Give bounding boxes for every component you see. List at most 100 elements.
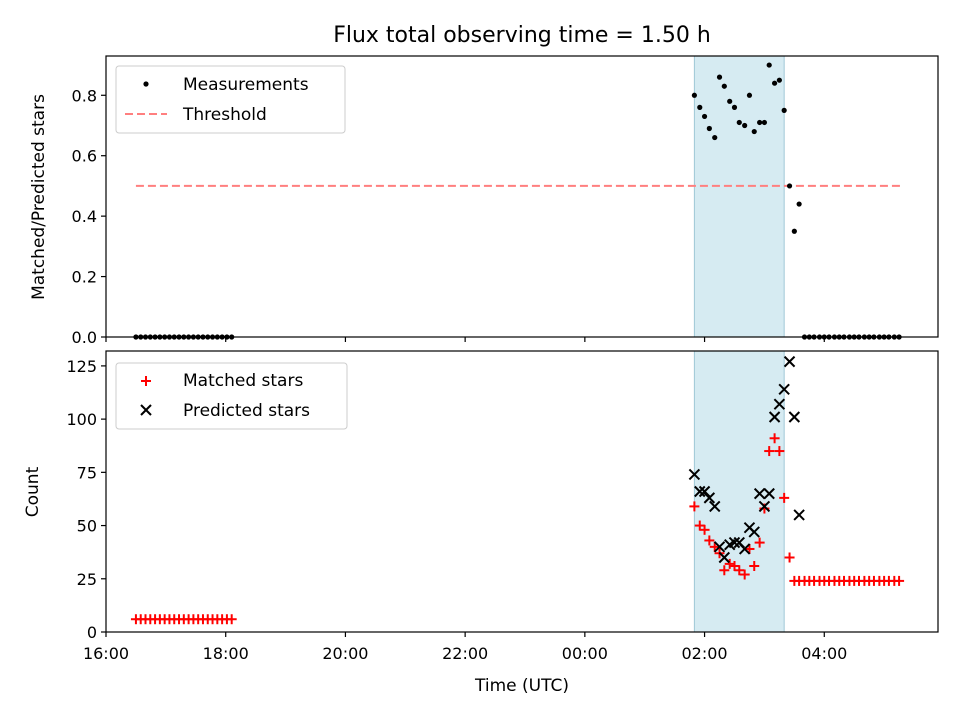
predicted-star-marker bbox=[694, 485, 706, 498]
bottom-axes-frame bbox=[105, 350, 939, 633]
predicted-star-marker bbox=[748, 526, 760, 538]
predicted-star-marker bbox=[753, 487, 766, 500]
predicted-star-marker bbox=[783, 355, 796, 368]
top-y-tick-label: 0.4 bbox=[72, 207, 97, 226]
top-legend: Measurements Threshold bbox=[115, 65, 346, 134]
matched-star-marker bbox=[689, 501, 700, 512]
predicted-star-marker bbox=[688, 468, 701, 481]
predicted-star-marker bbox=[788, 411, 801, 423]
measurement-point bbox=[791, 228, 797, 234]
predicted-star-marker bbox=[703, 492, 716, 504]
chart-title: Flux total observing time = 1.50 h bbox=[333, 23, 711, 48]
measurement-point bbox=[751, 128, 757, 135]
top-y-tick-label: 0.6 bbox=[72, 147, 97, 166]
matched-star-marker bbox=[699, 524, 710, 535]
matched-star-marker bbox=[894, 575, 905, 586]
legend-predicted-label: Predicted stars bbox=[183, 401, 310, 421]
measurement-point bbox=[716, 74, 723, 80]
bottom-x-tick-label: 02:00 bbox=[682, 644, 728, 663]
legend-matched-label: Matched stars bbox=[183, 371, 303, 391]
measurement-point bbox=[712, 134, 718, 141]
top-legend-box bbox=[115, 65, 346, 134]
bottom-y-tick-label: 125 bbox=[66, 357, 97, 376]
matched-star-marker bbox=[784, 552, 795, 563]
predicted-star-marker bbox=[758, 500, 771, 513]
matched-star-marker bbox=[779, 492, 790, 503]
matched-star-marker bbox=[764, 446, 775, 457]
measurement-point bbox=[697, 104, 703, 110]
bottom-x-tick-label: 22:00 bbox=[442, 644, 488, 663]
matched-star-marker bbox=[709, 541, 720, 552]
legend-measurements-label: Measurements bbox=[183, 75, 309, 95]
matched-star-marker bbox=[719, 565, 730, 576]
legend-predicted-marker bbox=[140, 404, 152, 416]
bottom-y-tick-label: 50 bbox=[77, 517, 97, 536]
measurement-point bbox=[796, 201, 802, 207]
legend-threshold-label: Threshold bbox=[182, 105, 267, 125]
matched-star-marker bbox=[704, 535, 715, 546]
bottom-x-ticks: 16:00 18:00 20:00 22:00 00:00 02:00 04:00 bbox=[83, 632, 847, 663]
predicted-star-marker bbox=[768, 411, 781, 423]
legend-measurements-marker bbox=[143, 81, 149, 87]
measurement-point bbox=[742, 122, 748, 129]
bottom-y-tick-label: 75 bbox=[77, 463, 97, 482]
measurement-point bbox=[736, 119, 742, 126]
matched-star-marker bbox=[739, 569, 750, 580]
bottom-legend: Matched stars Predicted stars bbox=[115, 362, 348, 430]
matched-star-marker bbox=[724, 558, 735, 569]
measurement-point bbox=[731, 104, 738, 110]
top-y-axis-label: Matched/Predicted stars bbox=[29, 94, 49, 300]
matched-star-marker bbox=[769, 433, 780, 444]
bottom-observing-span bbox=[693, 350, 785, 633]
measurement-point bbox=[706, 125, 712, 132]
predicted-star-marker bbox=[709, 500, 721, 513]
top-x-ticks bbox=[105, 337, 825, 342]
measurement-point bbox=[701, 113, 708, 120]
top-panel: 0.0 0.2 0.4 0.6 0.8 Flux total observing tim… bbox=[29, 23, 939, 347]
bottom-legend-box bbox=[115, 362, 348, 430]
bottom-x-tick-label: 18:00 bbox=[203, 644, 249, 663]
measurement-point bbox=[786, 183, 793, 189]
predicted-star-marker bbox=[728, 536, 741, 549]
measurement-point bbox=[761, 119, 768, 126]
predicted-stars-points bbox=[688, 355, 805, 564]
predicted-star-marker bbox=[793, 509, 805, 521]
predicted-star-marker bbox=[738, 543, 751, 555]
measurement-point bbox=[721, 83, 727, 89]
measurement-point bbox=[757, 119, 763, 126]
measurement-point bbox=[691, 92, 697, 98]
bottom-x-tick-label: 20:00 bbox=[322, 644, 368, 663]
predicted-star-marker bbox=[698, 485, 711, 498]
top-y-tick-label: 0.8 bbox=[72, 86, 97, 105]
top-y-tick-label: 0.2 bbox=[72, 268, 97, 287]
matched-star-marker bbox=[744, 543, 755, 554]
measurement-point bbox=[771, 80, 778, 86]
predicted-star-marker bbox=[778, 383, 790, 396]
matched-stars-points bbox=[130, 433, 905, 625]
predicted-star-marker bbox=[713, 541, 726, 553]
predicted-star-marker bbox=[763, 487, 775, 500]
bottom-y-tick-label: 100 bbox=[66, 410, 97, 429]
measurement-point bbox=[746, 92, 753, 98]
measurement-point bbox=[766, 62, 772, 68]
top-y-tick-label: 0.0 bbox=[72, 328, 97, 347]
bottom-panel: 0 25 50 75 100 125 16:00 18:00 20:00 22:00 00:00 0… bbox=[23, 350, 939, 696]
x-axis-label: Time (UTC) bbox=[474, 676, 569, 696]
predicted-star-marker bbox=[773, 398, 786, 410]
matched-star-marker bbox=[734, 565, 745, 576]
bottom-y-tick-label: 25 bbox=[77, 570, 97, 589]
measurement-point bbox=[727, 98, 733, 104]
top-axes-frame bbox=[105, 55, 939, 338]
bottom-y-tick-label: 0 bbox=[87, 623, 97, 642]
top-observing-span bbox=[693, 55, 785, 338]
bottom-x-tick-label: 16:00 bbox=[83, 644, 129, 663]
bottom-x-tick-label: 00:00 bbox=[562, 644, 608, 663]
legend-matched-marker bbox=[141, 376, 151, 386]
bottom-y-ticks: 0 25 50 75 100 125 bbox=[66, 357, 106, 642]
measurement-point bbox=[776, 77, 782, 83]
matched-star-marker bbox=[226, 614, 237, 625]
predicted-star-marker bbox=[718, 551, 731, 564]
bottom-y-axis-label: Count bbox=[23, 466, 43, 517]
bottom-x-tick-label: 04:00 bbox=[801, 644, 847, 663]
